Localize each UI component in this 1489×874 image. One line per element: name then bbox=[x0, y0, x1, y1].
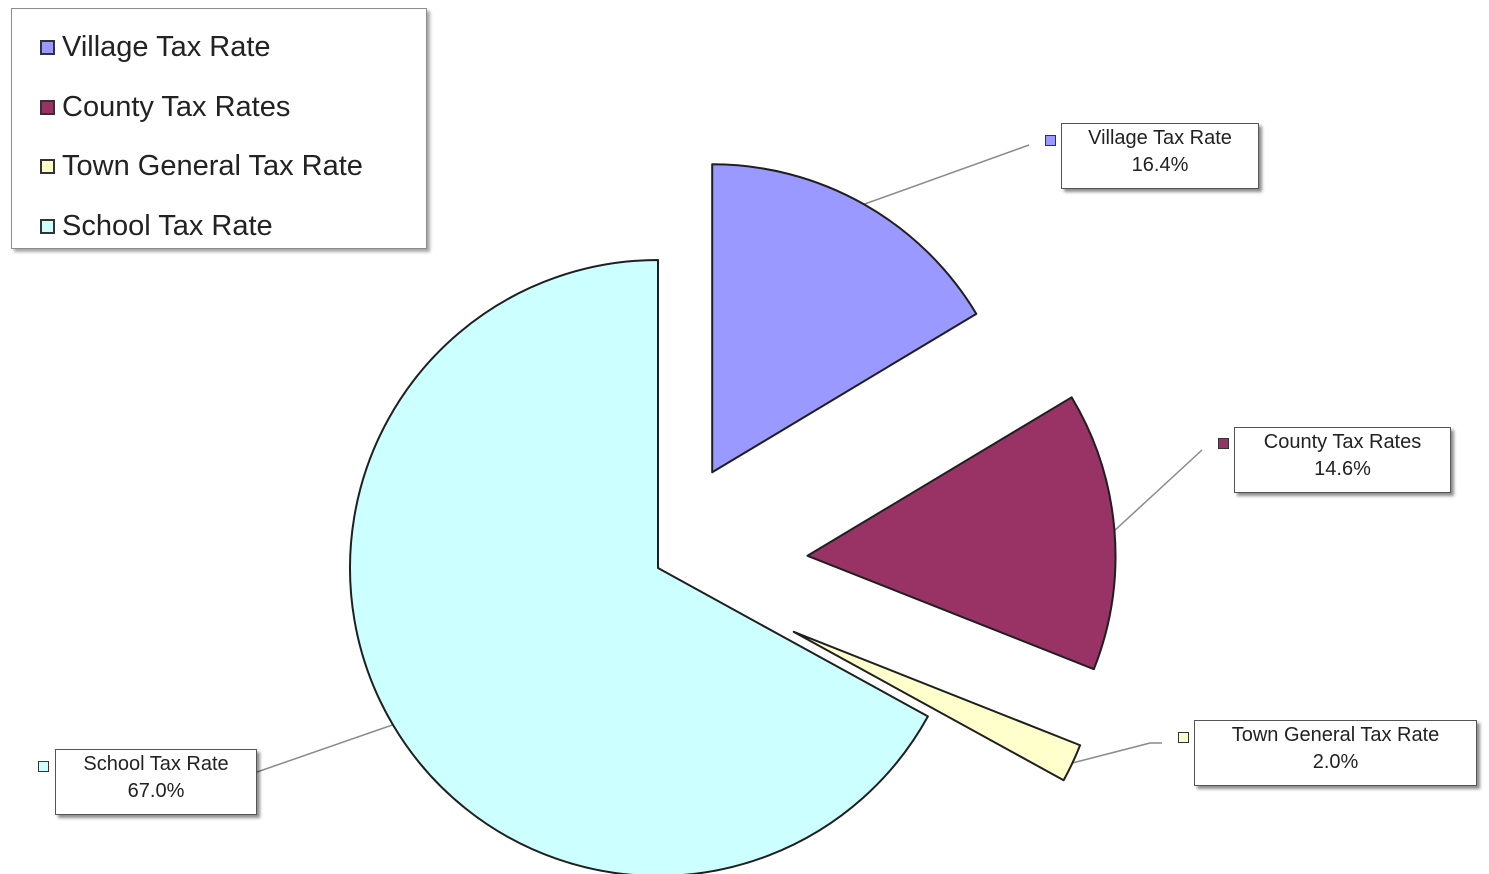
legend-item-county: County Tax Rates bbox=[40, 90, 290, 124]
data-label-school-name: School Tax Rate bbox=[83, 753, 229, 775]
pie-slices bbox=[349, 163, 1117, 874]
data-label-school: School Tax Rate 67.0% bbox=[55, 749, 257, 815]
data-label-county: County Tax Rates 14.6% bbox=[1234, 427, 1451, 493]
leader-line-town bbox=[1072, 742, 1162, 764]
data-label-village-name: Village Tax Rate bbox=[1088, 127, 1232, 149]
pie-slice-village bbox=[711, 163, 978, 474]
leader-lines bbox=[256, 144, 1203, 773]
data-label-village: Village Tax Rate 16.4% bbox=[1061, 123, 1259, 189]
pie-slice-county bbox=[806, 396, 1117, 671]
legend-label-school: School Tax Rate bbox=[62, 209, 273, 242]
data-label-town-name: Town General Tax Rate bbox=[1231, 724, 1440, 746]
pie-slice-school bbox=[349, 259, 929, 874]
legend-swatch-county bbox=[40, 99, 55, 115]
leader-line-county bbox=[1113, 449, 1203, 532]
callout-swatch-village bbox=[1045, 135, 1056, 146]
data-label-county-name: County Tax Rates bbox=[1263, 431, 1422, 453]
legend-item-school: School Tax Rate bbox=[40, 209, 273, 243]
data-label-county-value: 14.6% bbox=[1314, 458, 1371, 480]
legend-swatch-school bbox=[40, 218, 55, 234]
data-label-town: Town General Tax Rate 2.0% bbox=[1194, 720, 1477, 786]
leader-line-village bbox=[863, 144, 1030, 205]
leader-line-school bbox=[256, 724, 394, 773]
legend-swatch-town bbox=[40, 158, 55, 174]
legend-label-county: County Tax Rates bbox=[62, 90, 291, 123]
data-label-school-value: 67.0% bbox=[127, 780, 185, 802]
data-label-village-value: 16.4% bbox=[1131, 154, 1189, 176]
legend-label-town: Town General Tax Rate bbox=[62, 149, 363, 182]
callout-swatch-county bbox=[1218, 438, 1229, 449]
legend-item-town: Town General Tax Rate bbox=[40, 149, 363, 183]
legend-item-village: Village Tax Rate bbox=[40, 30, 271, 64]
callout-swatch-school bbox=[38, 761, 49, 772]
pie-slice-town bbox=[792, 630, 1082, 782]
legend-label-village: Village Tax Rate bbox=[62, 30, 271, 63]
legend-swatch-village bbox=[40, 39, 55, 55]
callout-swatch-town bbox=[1178, 732, 1189, 743]
chart-legend: Village Tax Rate County Tax Rates Town G… bbox=[11, 8, 427, 249]
data-label-town-value: 2.0% bbox=[1312, 751, 1359, 773]
